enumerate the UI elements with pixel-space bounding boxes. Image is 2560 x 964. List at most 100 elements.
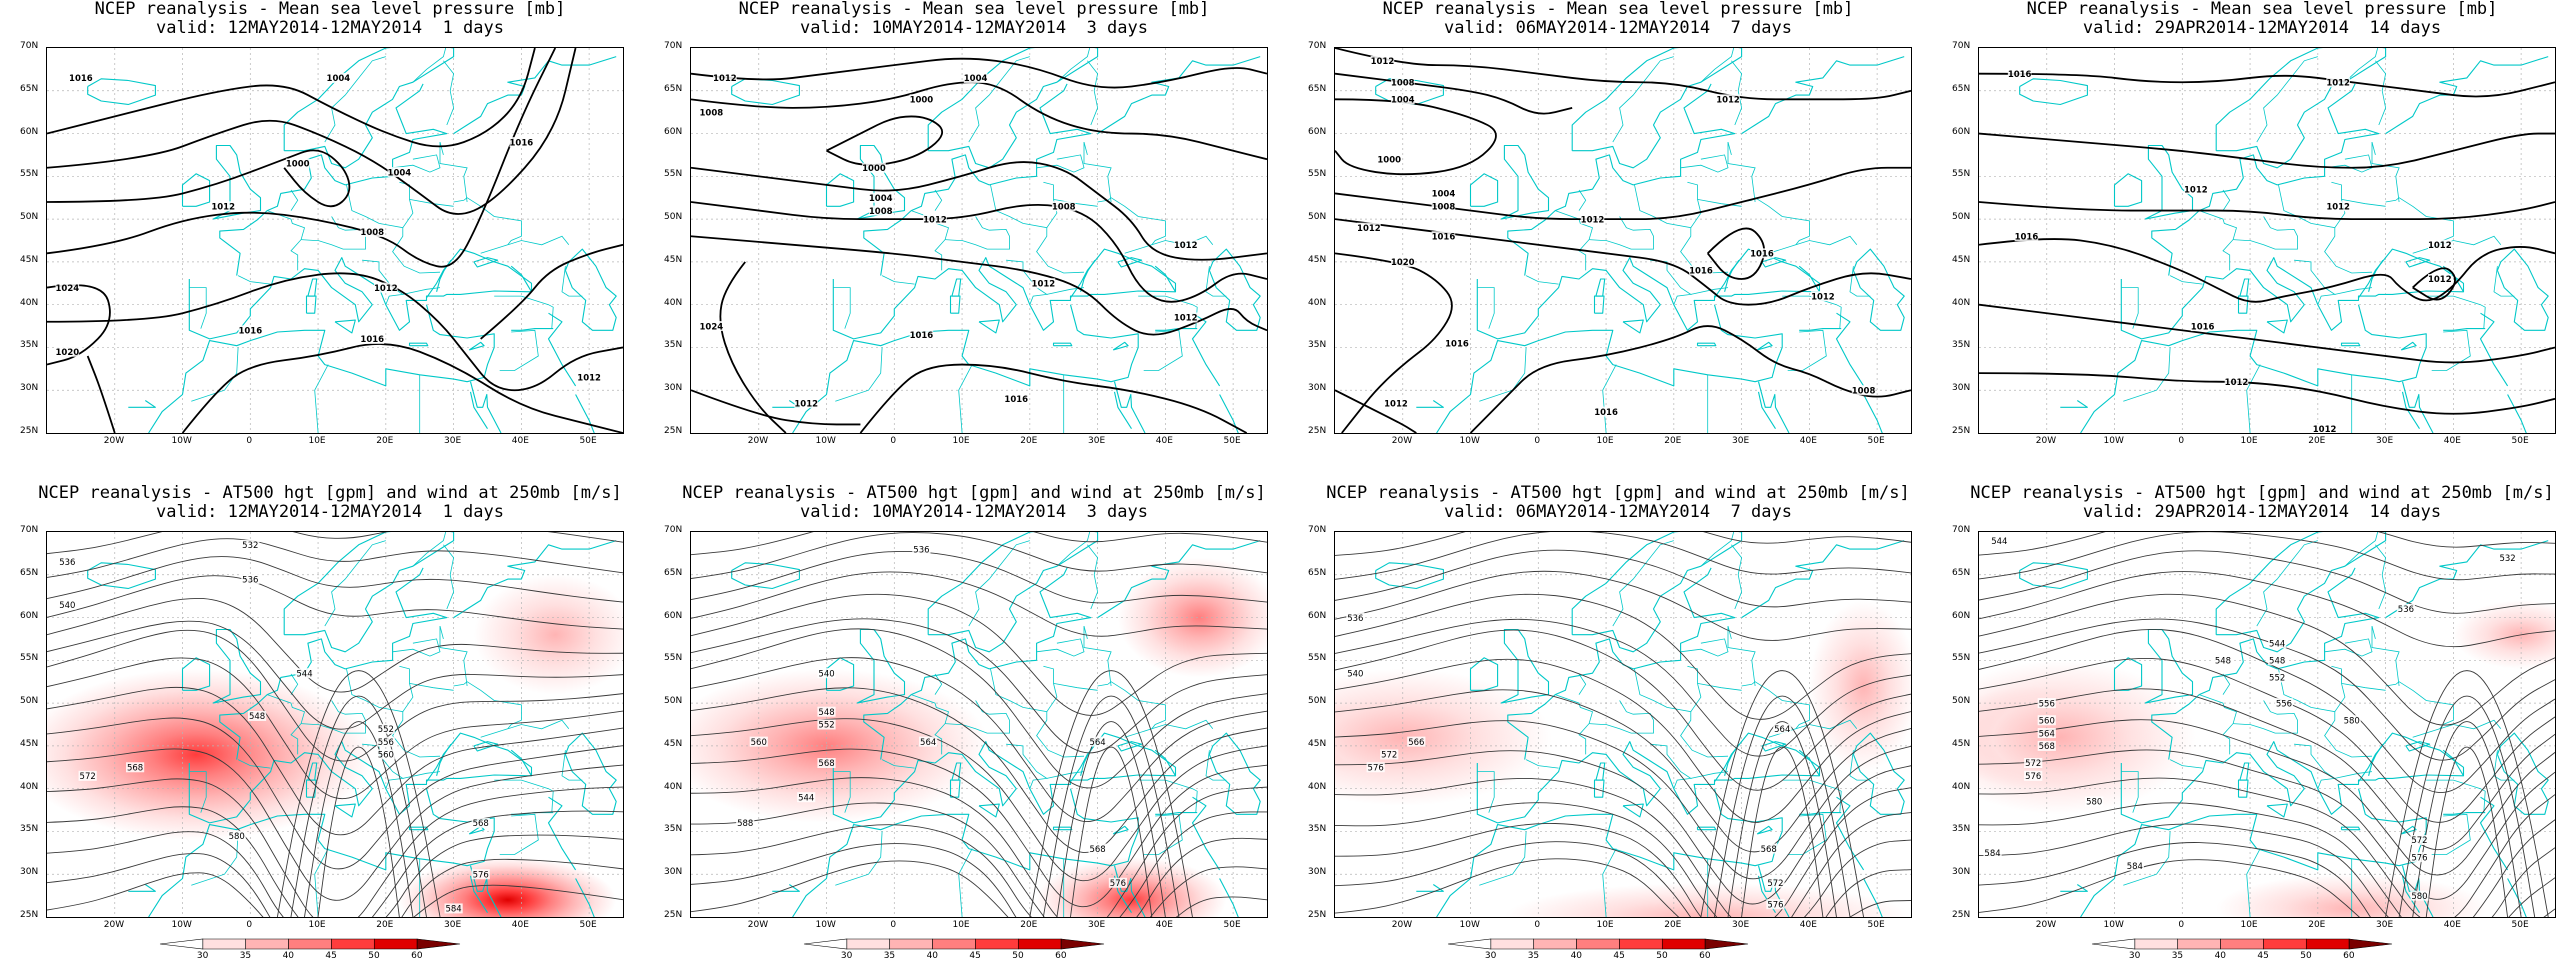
contour-label: 556 [2276, 699, 2292, 709]
colorbar-tick-label: 30 [196, 951, 209, 961]
latitude-tick-label: 35N [664, 824, 683, 835]
latitude-tick-label: 25N [1308, 910, 1327, 920]
wind-speed-colorbar [159, 938, 461, 950]
contour-label: 1016 [360, 335, 384, 345]
latitude-tick-label: 40N [1308, 781, 1327, 792]
longitude-tick-label: 40E [2443, 436, 2461, 446]
contour-label: 544 [2269, 639, 2285, 649]
longitude-tick-label: 10W [1459, 436, 1480, 446]
contour-labels: 536 540 548 552 560 564 564 568 544 588 568 576 [736, 544, 1128, 889]
colorbar-swatch [1533, 938, 1577, 950]
latitude-tick-label: 50N [1952, 212, 1971, 223]
latitude-tick-label: 50N [664, 212, 683, 223]
contour-label: 1012 [2428, 275, 2452, 285]
latitude-tick-label: 70N [664, 41, 683, 51]
contour-label: 580 [2344, 716, 2360, 726]
longitude-tick-label: 0 [1534, 436, 1541, 446]
contour-label: 584 [2127, 862, 2143, 872]
colorbar-tick-label: 50 [1012, 951, 1024, 961]
longitude-tick-label: 40E [1799, 436, 1817, 446]
contour-label: 576 [2411, 853, 2427, 863]
colorbar-tick-label: 35 [883, 951, 896, 961]
contour-label: 536 [1347, 614, 1363, 624]
map-frame: 1016 1012 1012 1012 1016 1012 1012 1016 1012 1012 [1978, 47, 2556, 434]
map-frame: 536 540 548 552 560 564 564 568 544 588 568 576 [690, 531, 1268, 918]
map-valid-period: valid: 29APR2014-12MAY2014 14 days [2082, 18, 2442, 38]
contour-label: 1000 [862, 164, 886, 174]
colorbar-tick-label: 60 [2343, 951, 2355, 961]
colorbar-swatch [932, 938, 976, 950]
colorbar-tick-label: 45 [969, 951, 981, 961]
graticule [1335, 48, 1911, 433]
colorbar-swatch [159, 938, 204, 950]
longitude-tick-label: 30E [2376, 920, 2394, 930]
contour-label: 568 [127, 763, 143, 773]
contour-label: 566 [1408, 738, 1424, 748]
jet-stream-core [473, 574, 623, 695]
contour-labels: 1012 1008 1004 1012 1000 1004 1008 1012 1016 1012… [1357, 55, 1875, 418]
latitude-tick-label: 40N [664, 297, 683, 308]
longitude-tick-label: 50E [579, 436, 597, 446]
colorbar-tick-label: 50 [1656, 951, 1668, 961]
latitude-tick-label: 35N [1952, 824, 1971, 835]
contour-label: 1012 [2428, 241, 2452, 251]
latitude-tick-label: 30N [664, 867, 683, 878]
contour-label: 1012 [1811, 292, 1835, 302]
contour-label: 576 [473, 870, 489, 880]
longitude-tick-label: 10E [2240, 920, 2258, 930]
colorbar-swatch [1060, 938, 1105, 950]
colorbar-tick-label: 50 [2300, 951, 2312, 961]
map-canvas: 532 536 536 540 544 548 552 556 560 568 572 580 568 5… [47, 532, 623, 917]
map-frame: 1012 1008 1004 1012 1000 1004 1008 1012 1016 1012… [1334, 47, 1912, 434]
contour-label: 536 [59, 558, 75, 568]
latitude-tick-label: 30N [664, 383, 683, 394]
wind-speed-colorbar [2091, 938, 2393, 950]
latitude-tick-label: 55N [20, 169, 39, 180]
mslp-map-panel-3: NCEP reanalysis - Mean sea level pressur… [1298, 0, 1938, 455]
latitude-tick-label: 30N [20, 867, 39, 878]
map-canvas: 544 532 536 548 544 548 552 556 556 560 564 568 572 5… [1979, 532, 2555, 917]
colorbar-tick-label: 35 [1527, 951, 1540, 961]
longitude-tick-label: 50E [1223, 436, 1241, 446]
contour-label: 568 [2039, 742, 2055, 752]
contour-label: 1012 [794, 399, 818, 409]
graticule [47, 48, 623, 433]
coastlines [1375, 48, 1905, 433]
longitude-tick-label: 10W [171, 436, 192, 446]
contour-labels: 1016 1012 1012 1012 1016 1012 1012 1016 1012 1012 [2008, 68, 2452, 433]
contour-label: 532 [2499, 554, 2515, 564]
latitude-tick-label: 40N [20, 781, 39, 792]
map-canvas: 1016 1012 1012 1012 1016 1012 1012 1016 1012 1012 [1979, 48, 2555, 433]
colorbar-swatch [2177, 938, 2221, 950]
jet-stream-core [691, 668, 990, 823]
isobars [1979, 72, 2555, 415]
map-canvas: 1016 1004 1000 1004 1016 1012 1008 1012 1024 1016… [47, 48, 623, 433]
contour-label: 1008 [1052, 202, 1076, 212]
contour-label: 1020 [55, 348, 79, 358]
contour-label: 544 [798, 793, 814, 803]
map-canvas: 1012 1008 1004 1012 1000 1004 1008 1012 1016 1012… [1335, 48, 1911, 433]
latitude-tick-label: 60N [664, 610, 683, 621]
longitude-tick-label: 0 [2178, 920, 2185, 930]
contour-label: 1012 [577, 374, 601, 384]
latitude-tick-label: 65N [664, 567, 683, 578]
contour-label: 540 [59, 601, 75, 611]
longitude-tick-label: 50E [579, 920, 597, 930]
longitude-tick-label: 10E [308, 920, 326, 930]
colorbar-tick-label: 45 [325, 951, 337, 961]
latitude-tick-label: 40N [1952, 297, 1971, 308]
longitude-tick-label: 10W [2103, 920, 2124, 930]
latitude-tick-label: 40N [20, 297, 39, 308]
map-frame: 1012 1008 1000 1004 1000 1004 1008 1012 1008 1012… [690, 47, 1268, 434]
longitude-tick-label: 40E [1155, 920, 1173, 930]
latitude-tick-label: 70N [1308, 525, 1327, 535]
map-frame: 544 532 536 548 544 548 552 556 556 560 564 568 572 5… [1978, 531, 2556, 918]
longitude-tick-label: 50E [2511, 436, 2529, 446]
mslp-map-panel-1: NCEP reanalysis - Mean sea level pressur… [10, 0, 650, 455]
contour-label: 588 [737, 819, 753, 829]
longitude-tick-label: 20E [1020, 920, 1038, 930]
contour-label: 1016 [1750, 250, 1774, 260]
contour-label: 1024 [699, 322, 723, 332]
contour-label: 564 [1774, 725, 1790, 735]
latitude-tick-label: 30N [20, 383, 39, 394]
